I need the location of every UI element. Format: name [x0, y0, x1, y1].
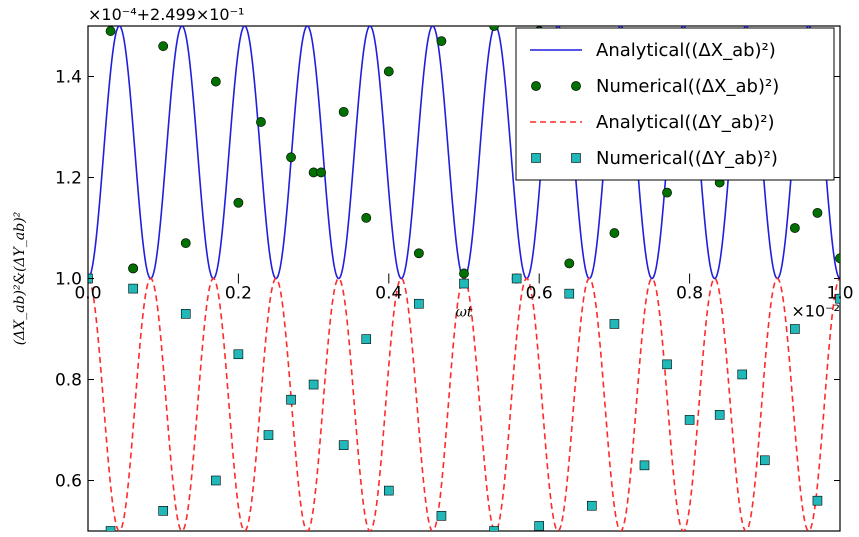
numerical-y-point [790, 324, 800, 334]
x-tick-label: 1.0 [826, 284, 853, 304]
legend: Analytical((ΔX_ab)²) Numerical((ΔX_ab)²) A… [515, 27, 835, 181]
numerical-x-point [789, 223, 800, 233]
numerical-y-point [233, 349, 244, 360]
y-offset-label: ×10⁻⁴+2.499×10⁻¹ [88, 5, 244, 24]
numerical-y-point [211, 475, 221, 486]
numerical-x-point [256, 117, 266, 127]
numerical-x-point [210, 76, 221, 87]
numerical-y-point [534, 521, 545, 531]
numerical-x-point [316, 167, 327, 178]
legend-label: Numerical((ΔX_ab)²) [596, 76, 779, 97]
numerical-y-point [158, 505, 168, 516]
x-tick-label: 0.8 [676, 284, 703, 304]
numerical-y-point [436, 511, 447, 521]
numerical-x-point [489, 26, 499, 31]
legend-marker-swatch [571, 153, 581, 163]
y-tick-label: 1.0 [55, 270, 82, 290]
tick-layer: 0.0 0.2 0.4 0.6 0.8 1.0 0.6 0.8 1.0 1.2 1.4 [55, 68, 854, 492]
numerical-x-point [564, 258, 575, 269]
numerical-y-point [759, 455, 770, 466]
numerical-y-point [587, 500, 597, 511]
numerical-y-point [414, 298, 424, 309]
numerical-y-point [564, 288, 575, 299]
numerical-x-point [609, 228, 620, 238]
numerical-y-point [128, 283, 138, 294]
legend-marker-swatch [531, 81, 541, 91]
numerical-y-point [308, 379, 319, 390]
numerical-x-point [286, 152, 296, 163]
numerical-y-point [286, 394, 296, 405]
numerical-y-point [180, 309, 191, 319]
x-tick-label: 0.2 [225, 284, 252, 304]
numerical-x-point [338, 106, 349, 117]
y-tick-label: 0.6 [55, 472, 82, 492]
numerical-y-point [338, 440, 349, 450]
x-tick-label: 0.4 [375, 284, 402, 304]
numerical-y-point [361, 334, 372, 344]
analytical-y-line [88, 277, 840, 531]
numerical-y-point [684, 415, 695, 425]
y-tick-label: 1.2 [55, 169, 82, 189]
numerical-y-point [263, 430, 274, 440]
x-tick-label: 0.0 [74, 284, 101, 304]
y-tick-label: 0.8 [55, 371, 82, 391]
numerical-x-point [459, 268, 469, 279]
legend-label: Numerical((ΔY_ab)²) [596, 148, 778, 169]
y-tick-label: 1.4 [55, 68, 82, 88]
numerical-x-point [128, 263, 139, 274]
x-tick-label: 0.6 [526, 284, 553, 304]
legend-box [515, 27, 835, 181]
numerical-y-point [714, 410, 725, 420]
legend-marker-swatch [571, 81, 581, 91]
numerical-x-point [812, 207, 823, 218]
numerical-x-point [383, 66, 394, 77]
numerical-y-point [639, 460, 650, 471]
numerical-x-point [835, 253, 840, 264]
x-offset-label: ×10⁻² [791, 302, 840, 321]
numerical-y-point [737, 369, 748, 380]
numerical-y-point [609, 319, 620, 329]
numerical-x-point [361, 212, 372, 223]
numerical-y-point [105, 526, 116, 531]
numerical-x-point [436, 36, 447, 47]
numerical-x-point [662, 187, 672, 198]
numerical-x-point [413, 248, 424, 259]
legend-marker-swatch [531, 153, 541, 163]
numerical-x-point [233, 197, 244, 208]
numerical-x-point [158, 41, 169, 52]
numerical-x-point [105, 26, 116, 36]
numerical-y-point [511, 273, 522, 284]
numerical-y-point [383, 485, 394, 496]
numerical-y-point [835, 293, 840, 304]
numerical-y-point [812, 495, 823, 506]
numerical-y-point [459, 278, 469, 289]
legend-label: Analytical((ΔY_ab)²) [596, 112, 774, 133]
y-axis-label: (ΔX_ab)²&(ΔY_ab)² [12, 211, 28, 345]
numerical-x-point [180, 238, 191, 249]
numerical-y-point [662, 359, 672, 370]
numerical-y-point [489, 526, 499, 531]
x-axis-label: ωt [455, 305, 472, 321]
legend-label: Analytical((ΔX_ab)²) [596, 40, 776, 61]
